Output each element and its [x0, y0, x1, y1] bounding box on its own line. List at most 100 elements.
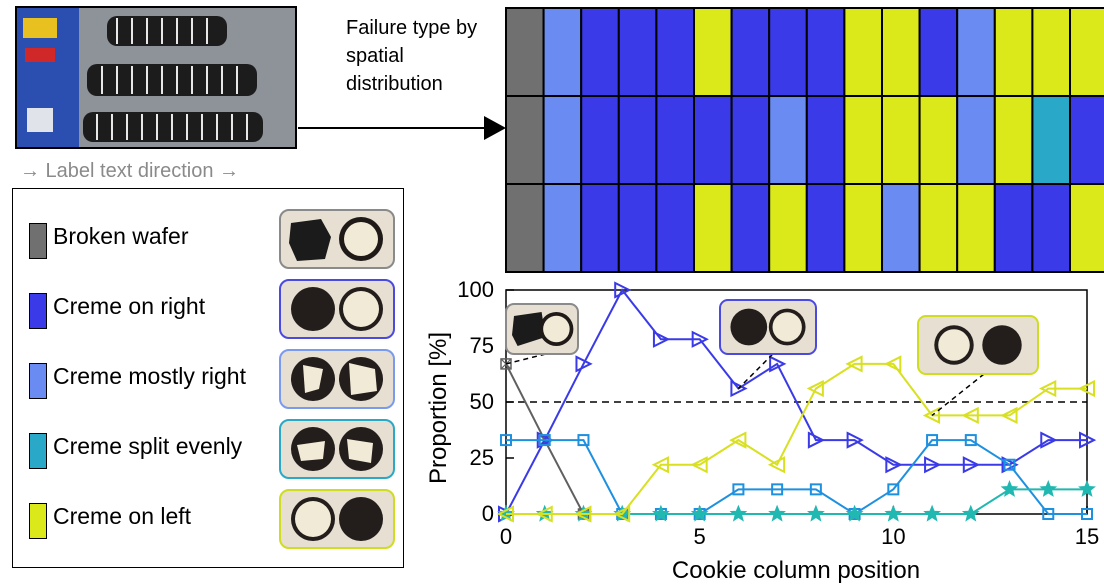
grid-cell-r3-c10	[881, 183, 921, 273]
x-tick-label: 15	[1075, 524, 1099, 549]
grid-cell-r2-c15	[1069, 95, 1104, 185]
point-creme-mostly-right	[577, 434, 590, 447]
point-creme-mostly-right	[926, 434, 939, 447]
point-creme-on-left	[767, 456, 786, 474]
point-creme-on-left	[496, 505, 514, 523]
point-creme-split-evenly	[729, 504, 748, 522]
point-creme-on-left	[845, 355, 863, 373]
point-creme-on-left	[612, 505, 631, 523]
point-creme-mostly-right	[1003, 458, 1016, 471]
grid-cell-r1-c15	[1069, 7, 1104, 97]
point-creme-split-evenly	[1039, 480, 1058, 497]
point-creme-on-right	[730, 379, 748, 398]
broken-wafer-cookie-photo	[279, 209, 395, 269]
point-creme-mostly-right	[809, 483, 822, 496]
grid-caption: Failure type by spatial distribution	[346, 17, 478, 95]
grid-cell-r3-c3	[617, 183, 658, 273]
legend-swatch-creme-split-evenly	[29, 433, 47, 469]
legend-label-creme-on-right: Creme on right	[53, 293, 206, 319]
point-creme-on-right	[575, 355, 593, 373]
grid-cell-r3-c8	[805, 183, 846, 273]
legend-swatch-creme-on-left	[29, 503, 47, 539]
point-creme-split-evenly	[768, 504, 786, 522]
creme-mostly-right-cookie-photo	[279, 349, 395, 409]
creme-split-evenly-cookie-photo	[279, 419, 395, 479]
point-creme-split-evenly	[1000, 480, 1019, 497]
point-creme-on-right	[846, 431, 864, 449]
point-creme-mostly-right	[732, 483, 745, 496]
arrow-head	[484, 116, 506, 140]
point-creme-mostly-right	[500, 434, 512, 447]
inset-creme-on-right	[719, 299, 817, 355]
point-creme-on-right	[1040, 431, 1058, 449]
legend-item-creme-mostly-right: Creme mostly right	[29, 349, 409, 409]
series-line-creme-on-right	[505, 288, 1087, 515]
x-tick-label: 5	[694, 524, 706, 549]
point-creme-on-left	[1039, 379, 1057, 398]
series-line-creme-split-evenly	[506, 488, 1087, 515]
point-creme-on-left	[806, 379, 824, 398]
series-line-creme-mostly-right	[506, 439, 1087, 516]
grid-cell-r2-c10	[881, 95, 921, 185]
creme-on-left-cookie-photo	[279, 489, 395, 549]
point-creme-on-right	[1079, 431, 1097, 449]
point-creme-on-left	[729, 431, 747, 449]
grid-cell-r3-c12	[956, 183, 996, 273]
legend-label-creme-mostly-right: Creme mostly right	[53, 363, 246, 389]
inset-creme-on-right-leader	[737, 353, 774, 390]
point-creme-on-left	[961, 406, 979, 425]
x-axis-label: Cookie column position	[672, 557, 920, 584]
legend-swatch-creme-on-right	[29, 293, 47, 329]
point-creme-on-left	[574, 505, 592, 523]
y-tick-label: 75	[470, 333, 494, 358]
legend-panel: Broken wafer Creme on right Creme mostly…	[12, 188, 404, 568]
point-creme-mostly-right	[538, 434, 551, 447]
point-creme-on-right	[807, 431, 826, 449]
point-creme-on-left	[690, 456, 708, 474]
grid-cell-r3-c1	[542, 183, 583, 273]
point-creme-on-left	[922, 406, 941, 425]
point-creme-on-right	[614, 281, 632, 299]
point-creme-split-evenly	[652, 504, 670, 522]
y-tick-label: 25	[470, 445, 494, 470]
point-creme-mostly-right	[1081, 508, 1093, 520]
legend-label-broken-wafer: Broken wafer	[53, 223, 189, 249]
inset-creme-on-left-leader	[931, 373, 985, 417]
point-creme-mostly-right	[964, 434, 977, 447]
creme-on-right-cookie-photo	[279, 279, 395, 339]
point-creme-split-evenly	[1078, 480, 1096, 497]
y-tick-label: 50	[470, 389, 494, 414]
grid-cell-r1-c6	[730, 7, 771, 97]
point-creme-split-evenly	[884, 504, 903, 522]
point-creme-on-left	[1000, 406, 1018, 425]
grid-cell-r2-c12	[956, 95, 996, 185]
point-creme-split-evenly	[845, 504, 864, 522]
point-creme-mostly-right	[887, 483, 900, 496]
legend-label-creme-split-evenly: Creme split evenly	[53, 433, 243, 459]
point-creme-on-left	[651, 456, 669, 474]
point-creme-mostly-right	[771, 483, 784, 496]
grid-cell-r3-c15	[1069, 183, 1104, 273]
legend-item-broken-wafer: Broken wafer	[29, 209, 409, 269]
point-creme-on-right	[1001, 456, 1019, 474]
point-creme-on-right	[652, 330, 671, 348]
grid-cell-r3-c11	[918, 183, 959, 273]
y-tick-label: 0	[482, 501, 494, 526]
inset-broken-wafer-leader	[505, 353, 546, 365]
x-tick-label: 10	[881, 524, 905, 549]
y-tick-label: 100	[457, 277, 494, 302]
grid-cell-r1-c5	[693, 7, 733, 97]
point-creme-on-right	[885, 456, 903, 474]
point-creme-split-evenly	[923, 504, 941, 522]
legend-swatch-broken-wafer	[29, 223, 47, 259]
grid-cell-r3-c5	[693, 183, 733, 273]
point-creme-on-left	[884, 355, 902, 373]
point-creme-split-evenly	[961, 504, 980, 522]
label-direction-note: → Label text direction →	[20, 160, 239, 182]
legend-label-creme-on-left: Creme on left	[53, 503, 192, 529]
grid-cell-r1-c9	[843, 7, 884, 97]
grid-cell-r2-c1	[542, 95, 583, 185]
grid-cell-r2-c14	[1031, 95, 1072, 185]
